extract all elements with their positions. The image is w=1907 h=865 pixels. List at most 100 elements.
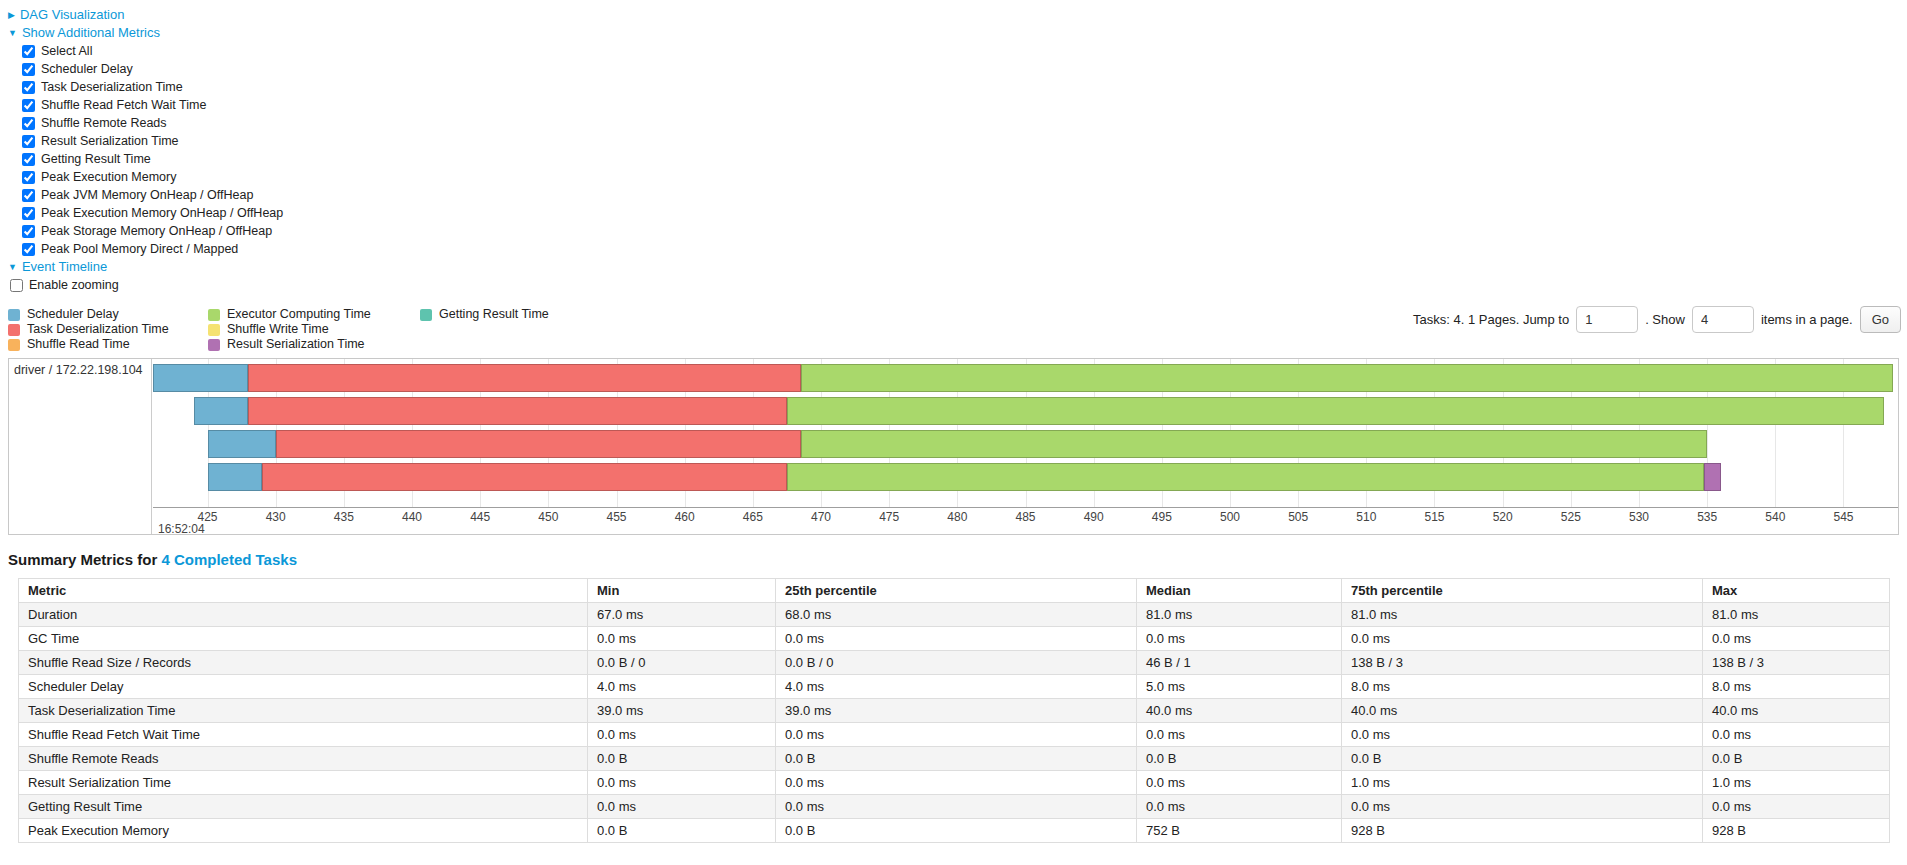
timeline-segment-executor-computing[interactable] [801, 430, 1708, 458]
timeline-task-bar [153, 430, 1898, 458]
timeline-segment-task-deserialization[interactable] [262, 463, 787, 491]
metric-checkbox-row: Select All [22, 42, 1907, 60]
show-additional-metrics-label: Show Additional Metrics [22, 24, 160, 42]
enable-zooming-checkbox[interactable] [10, 279, 23, 292]
items-per-page-input[interactable] [1692, 306, 1754, 333]
dag-visualization-toggle[interactable]: ▶ DAG Visualization [8, 6, 1907, 24]
table-header-cell: Max [1703, 579, 1890, 603]
metric-checkbox-label: Select All [41, 44, 92, 58]
metric-checkbox-row: Peak Execution Memory OnHeap / OffHeap [22, 204, 1907, 222]
table-cell: 0.0 B / 0 [776, 651, 1137, 675]
table-cell: 0.0 ms [1703, 795, 1890, 819]
metric-checkbox[interactable] [22, 225, 35, 238]
timeline-segment-scheduler-delay[interactable] [153, 364, 248, 392]
table-row: GC Time0.0 ms0.0 ms0.0 ms0.0 ms0.0 ms [19, 627, 1890, 651]
table-cell: 138 B / 3 [1703, 651, 1890, 675]
axis-tick-label: 515 [1424, 510, 1444, 524]
legend-column: Scheduler Delay Task Deserialization Time… [8, 308, 186, 351]
table-cell: 0.0 ms [1342, 627, 1703, 651]
metric-checkbox[interactable] [22, 135, 35, 148]
timeline-segment-result-serialization[interactable] [1704, 463, 1720, 491]
timeline-segment-scheduler-delay[interactable] [208, 463, 263, 491]
metric-checkbox-row: Peak Pool Memory Direct / Mapped [22, 240, 1907, 258]
summary-heading-text: Summary Metrics for [8, 551, 157, 568]
collapsible-section-list: ▶ DAG Visualization ▼ Show Additional Me… [0, 6, 1907, 294]
jump-to-page-input[interactable] [1576, 306, 1638, 333]
table-cell: 0.0 B [588, 747, 776, 771]
table-row: Shuffle Read Fetch Wait Time0.0 ms0.0 ms… [19, 723, 1890, 747]
timeline-segment-task-deserialization[interactable] [248, 364, 800, 392]
items-in-page-text: items in a page. [1761, 312, 1853, 327]
table-cell: Duration [19, 603, 588, 627]
enable-zooming-label: Enable zooming [29, 278, 119, 292]
axis-tick-label: 435 [334, 510, 354, 524]
metric-checkbox-label: Shuffle Read Fetch Wait Time [41, 98, 206, 112]
timeline-task-bar [153, 463, 1898, 491]
legend-swatch-icon [8, 339, 20, 351]
timeline-segment-scheduler-delay[interactable] [194, 397, 249, 425]
legend-swatch-icon [420, 309, 432, 321]
table-cell: 0.0 ms [588, 771, 776, 795]
metric-checkbox[interactable] [22, 171, 35, 184]
table-header-cell: Metric [19, 579, 588, 603]
table-cell: 0.0 B [1703, 747, 1890, 771]
timeline-segment-executor-computing[interactable] [801, 364, 1893, 392]
axis-tick-label: 480 [947, 510, 967, 524]
event-timeline-toggle[interactable]: ▼ Event Timeline [8, 258, 1907, 276]
legend-item-label: Task Deserialization Time [27, 323, 169, 336]
metric-checkbox[interactable] [22, 153, 35, 166]
metric-checkbox[interactable] [22, 207, 35, 220]
table-cell: Shuffle Read Fetch Wait Time [19, 723, 588, 747]
metric-checkbox-label: Task Deserialization Time [41, 80, 183, 94]
legend-item-label: Scheduler Delay [27, 308, 119, 321]
axis-tick-label: 510 [1356, 510, 1376, 524]
table-cell: 0.0 ms [776, 771, 1137, 795]
metric-checkbox[interactable] [22, 63, 35, 76]
go-button[interactable]: Go [1860, 306, 1901, 333]
timeline-task-bar [153, 364, 1898, 392]
show-text: . Show [1645, 312, 1685, 327]
metric-checkbox[interactable] [22, 99, 35, 112]
table-cell: 40.0 ms [1703, 699, 1890, 723]
event-timeline-label: Event Timeline [22, 258, 107, 276]
timeline-segment-task-deserialization[interactable] [248, 397, 786, 425]
axis-tick-label: 460 [675, 510, 695, 524]
legend-swatch-icon [208, 309, 220, 321]
timeline-segment-executor-computing[interactable] [787, 397, 1884, 425]
metric-checkbox-row: Peak Storage Memory OnHeap / OffHeap [22, 222, 1907, 240]
completed-tasks-link[interactable]: 4 Completed Tasks [161, 551, 297, 568]
axis-tick-label: 440 [402, 510, 422, 524]
table-cell: 0.0 ms [588, 627, 776, 651]
metric-checkbox[interactable] [22, 117, 35, 130]
legend-swatch-icon [208, 324, 220, 336]
executor-label-column: driver / 172.22.198.104 [9, 359, 152, 534]
table-cell: 0.0 ms [588, 795, 776, 819]
table-cell: Getting Result Time [19, 795, 588, 819]
metric-checkbox[interactable] [22, 189, 35, 202]
metric-checkbox-row: Shuffle Read Fetch Wait Time [22, 96, 1907, 114]
table-header-cell: 25th percentile [776, 579, 1137, 603]
metric-checkbox-row: Shuffle Remote Reads [22, 114, 1907, 132]
timeline-segment-task-deserialization[interactable] [276, 430, 801, 458]
metric-checkbox[interactable] [22, 243, 35, 256]
table-header-cell: Median [1137, 579, 1342, 603]
axis-tick-label: 545 [1833, 510, 1853, 524]
metric-checkbox[interactable] [22, 45, 35, 58]
table-header-cell: 75th percentile [1342, 579, 1703, 603]
metric-checkbox-row: Result Serialization Time [22, 132, 1907, 150]
table-cell: 0.0 B [776, 747, 1137, 771]
timeline-segment-executor-computing[interactable] [787, 463, 1704, 491]
legend-item: Executor Computing Time [208, 308, 398, 321]
metric-checkbox-label: Scheduler Delay [41, 62, 133, 76]
table-cell: 138 B / 3 [1342, 651, 1703, 675]
timeline-segment-scheduler-delay[interactable] [208, 430, 276, 458]
table-cell: Scheduler Delay [19, 675, 588, 699]
table-cell: 0.0 B [588, 819, 776, 843]
metric-checkbox-label: Peak JVM Memory OnHeap / OffHeap [41, 188, 253, 202]
show-additional-metrics-toggle[interactable]: ▼ Show Additional Metrics [8, 24, 1907, 42]
metric-checkbox-label: Peak Execution Memory [41, 170, 176, 184]
table-header-row: MetricMin25th percentileMedian75th perce… [19, 579, 1890, 603]
table-row: Task Deserialization Time39.0 ms39.0 ms4… [19, 699, 1890, 723]
metric-checkbox[interactable] [22, 81, 35, 94]
table-cell: 67.0 ms [588, 603, 776, 627]
